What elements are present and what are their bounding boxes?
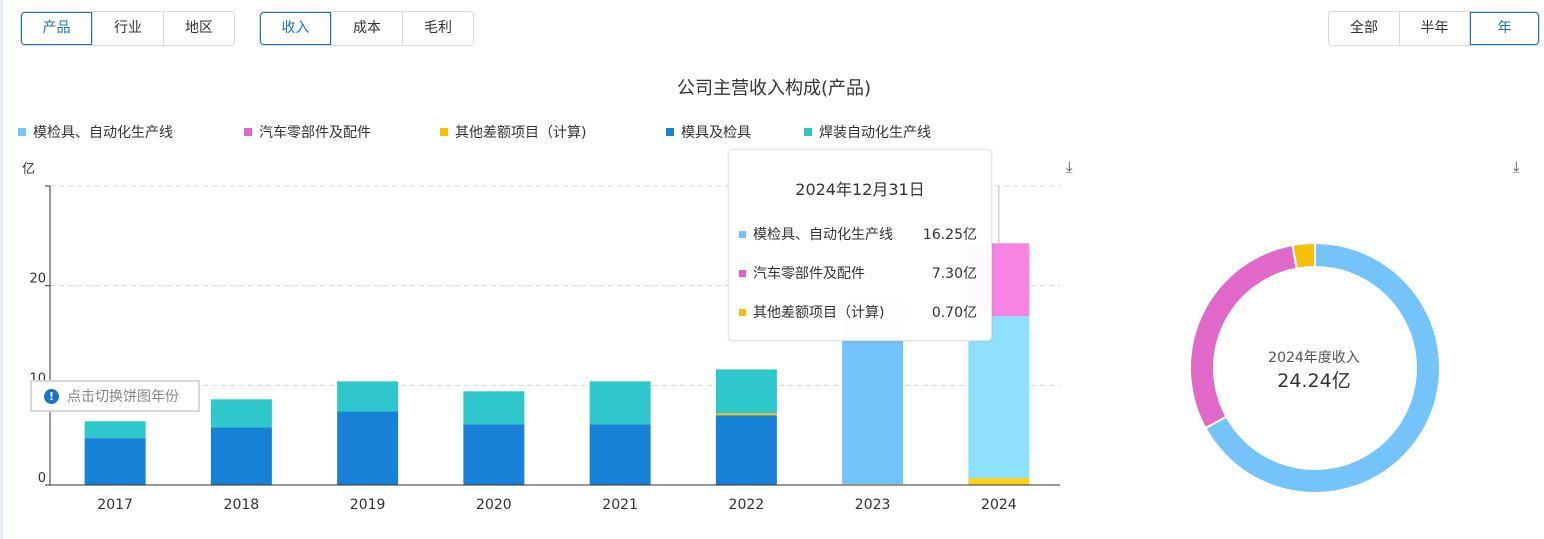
tooltip-series-value: 0.70亿 [931,305,977,321]
y-tick-label: 20 [29,272,46,287]
bar-segment[interactable] [463,391,525,425]
tooltip-series-name: 模检具、自动化生产线 [753,227,893,243]
legend-label: 模检具、自动化生产线 [33,125,173,141]
legend-item[interactable]: 其他差额项目（计算) [440,122,666,142]
legend-label: 模具及检具 [681,125,751,141]
bar-segment[interactable] [84,421,146,439]
range-tab-group: 全部 半年 年 [1328,11,1540,46]
legend-item[interactable]: 汽车零部件及配件 [244,122,440,142]
tab-cost[interactable]: 成本 [331,12,402,45]
tab-product[interactable]: 产品 [21,12,92,45]
tab-range-year[interactable]: 年 [1469,12,1539,45]
bar-segment[interactable] [715,413,777,416]
download-icon[interactable]: ⤓ [1513,158,1520,176]
bar-segment[interactable] [968,316,1030,479]
legend-label: 其他差额项目（计算) [455,125,587,141]
legend-swatch [440,128,448,136]
tooltip-row: 其他差额项目（计算) 0.70亿 [739,302,977,322]
tab-range-half-year[interactable]: 半年 [1399,12,1469,45]
tooltip-series-value: 7.30亿 [931,266,977,282]
bar-segment[interactable] [463,424,525,485]
info-icon: ! [44,388,59,404]
bar-segment[interactable] [210,399,272,428]
x-tick-label: 2019 [350,497,386,513]
switch-pie-year-button[interactable]: ! 点击切换饼图年份 [30,380,200,412]
legend-label: 汽车零部件及配件 [259,125,371,141]
y-axis-label: 亿 [22,162,35,177]
x-tick-label: 2024 [981,497,1017,513]
tab-range-all[interactable]: 全部 [1329,12,1399,45]
legend-item[interactable]: 焊装自动化生产线 [804,122,944,142]
bar-segment[interactable] [337,411,399,485]
tooltip-series-name: 汽车零部件及配件 [753,266,865,282]
x-tick-label: 2020 [476,497,512,513]
x-tick-label: 2021 [602,497,638,513]
chart-legend: 模检具、自动化生产线 汽车零部件及配件 其他差额项目（计算) 模具及检具 焊装自动化生产… [18,122,944,142]
donut-slice[interactable] [1291,241,1316,270]
tab-region[interactable]: 地区 [163,12,234,45]
window-edge [0,0,3,539]
legend-swatch [666,128,674,136]
bar-segment[interactable] [968,478,1030,485]
bar-segment[interactable] [337,381,399,412]
x-tick-label: 2017 [97,497,133,513]
legend-swatch [804,128,812,136]
x-tick-label: 2018 [224,497,260,513]
legend-swatch [18,128,26,136]
legend-item[interactable]: 模检具、自动化生产线 [18,122,244,142]
chart-tooltip: 2024年12月31日 模检具、自动化生产线 16.25亿汽车零部件及配件 7.30… [728,149,992,341]
tooltip-swatch [739,269,746,277]
donut-center-label: 2024年度收入 [1268,350,1360,366]
bar-segment[interactable] [589,381,651,425]
switch-pie-year-label: 点击切换饼图年份 [67,389,179,405]
tab-gross-profit[interactable]: 毛利 [402,12,473,45]
bar-segment[interactable] [589,424,651,485]
tooltip-date: 2024年12月31日 [795,180,925,199]
tab-revenue[interactable]: 收入 [260,12,331,45]
tab-industry[interactable]: 行业 [92,12,163,45]
donut-center-value: 24.24亿 [1277,370,1351,392]
bar-segment[interactable] [842,335,904,485]
legend-swatch [244,128,252,136]
download-icon[interactable]: ⤓ [1066,158,1073,176]
legend-label: 焊装自动化生产线 [819,125,931,141]
y-tick-label: 0 [38,471,46,486]
bar-segment[interactable] [715,415,777,485]
dimension-tab-group: 产品 行业 地区 [20,11,235,46]
tooltip-swatch [739,308,746,316]
donut-slice[interactable] [1189,243,1298,430]
x-tick-label: 2022 [729,497,765,513]
tooltip-series-name: 其他差额项目（计算) [753,305,885,321]
x-tick-label: 2023 [855,497,891,513]
bar-segment[interactable] [84,438,146,485]
legend-item[interactable]: 模具及检具 [666,122,804,142]
bar-segment[interactable] [715,369,777,414]
metric-tab-group: 收入 成本 毛利 [259,11,474,46]
tooltip-series-value: 16.25亿 [922,227,977,243]
chart-title: 公司主营收入构成(产品) [676,78,872,99]
tooltip-row: 汽车零部件及配件 7.30亿 [739,263,977,283]
bar-segment[interactable] [210,427,272,485]
tooltip-swatch [739,230,746,238]
tooltip-row: 模检具、自动化生产线 16.25亿 [739,224,977,244]
